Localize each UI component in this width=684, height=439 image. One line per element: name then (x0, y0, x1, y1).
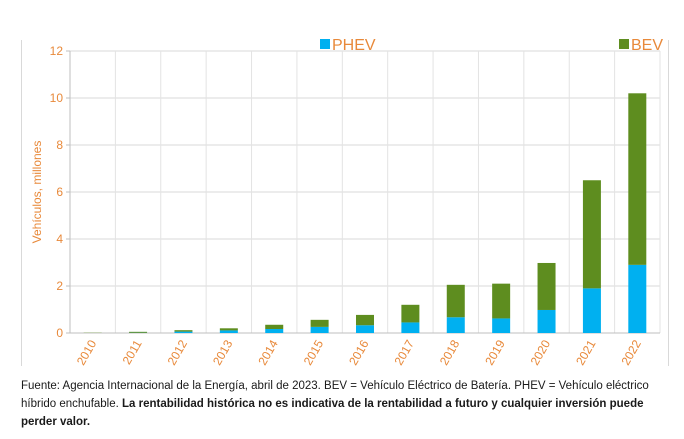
x-tick-label: 2012 (165, 337, 191, 367)
y-tick-label: 4 (56, 232, 63, 246)
y-tick-label: 10 (50, 91, 64, 105)
bar-bev-2016 (356, 314, 374, 326)
footnote-disclaimer: La rentabilidad histórica no es indicati… (21, 398, 644, 428)
y-tick-labels: 0 2 4 6 8 10 12 (50, 44, 64, 340)
bar-bev-2013 (219, 328, 238, 331)
x-tick-label: 2013 (210, 337, 236, 367)
legend-swatch-bev (619, 39, 629, 49)
x-tick-label: 2010 (74, 337, 100, 367)
x-tick-label: 2022 (618, 337, 644, 367)
x-tick-label: 2016 (346, 337, 372, 367)
gridlines (70, 50, 661, 333)
legend: PHEV BEV (320, 37, 663, 54)
x-tick-label: 2020 (528, 337, 554, 367)
x-tick-label: 2018 (437, 337, 463, 367)
bar-phev-2015 (310, 326, 329, 333)
y-tick-label: 12 (50, 44, 64, 58)
bar-bev-2021 (582, 180, 601, 289)
x-tick-label: 2021 (573, 337, 599, 367)
y-axis-label: Vehículos, millones (30, 141, 44, 244)
bar-phev-2020 (537, 309, 556, 333)
bar-phev-2017 (401, 322, 420, 333)
bar-phev-2019 (492, 318, 511, 333)
bar-phev-2016 (356, 325, 374, 333)
legend-swatch-phev (320, 39, 330, 49)
x-tick-label: 2017 (392, 337, 418, 367)
bar-bev-2019 (492, 283, 511, 319)
y-tick-label: 0 (56, 326, 63, 340)
bar-phev-2014 (265, 329, 284, 333)
bar-phev-2022 (628, 264, 647, 333)
y-tick-label: 8 (56, 138, 63, 152)
x-tick-label: 2019 (482, 337, 508, 367)
bar-bev-2018 (446, 284, 465, 318)
x-tick-label: 2011 (120, 337, 145, 367)
bar-phev-2013 (219, 330, 238, 333)
x-tick-label: 2014 (255, 337, 281, 367)
y-tick-label: 2 (56, 279, 63, 293)
bar-bev-2022 (628, 93, 647, 265)
bar-phev-2021 (582, 288, 601, 333)
bar-bev-2015 (310, 319, 329, 327)
legend-label-bev: BEV (631, 37, 663, 54)
bar-bev-2017 (401, 304, 420, 323)
x-tick-labels: 2010 2011 2012 2013 2014 2015 2016 2017 2018 2019… (74, 337, 644, 367)
footnote: Fuente: Agencia Internacional de la Ener… (21, 377, 661, 431)
bar-phev-2018 (446, 317, 465, 333)
bars (83, 93, 647, 333)
bar-bev-2014 (265, 324, 284, 330)
bar-bev-2020 (537, 262, 556, 310)
legend-label-phev: PHEV (332, 37, 376, 54)
x-tick-label: 2015 (301, 337, 327, 367)
bar-phev-2012 (174, 331, 193, 333)
frame-left-border (21, 40, 22, 366)
bar-bev-2012 (174, 330, 193, 332)
bar-bev-2011 (129, 331, 148, 333)
y-tick-label: 6 (56, 185, 63, 199)
footnote-text: Fuente: Agencia Internacional de la Ener… (21, 380, 649, 410)
frame-right-border (668, 40, 669, 366)
